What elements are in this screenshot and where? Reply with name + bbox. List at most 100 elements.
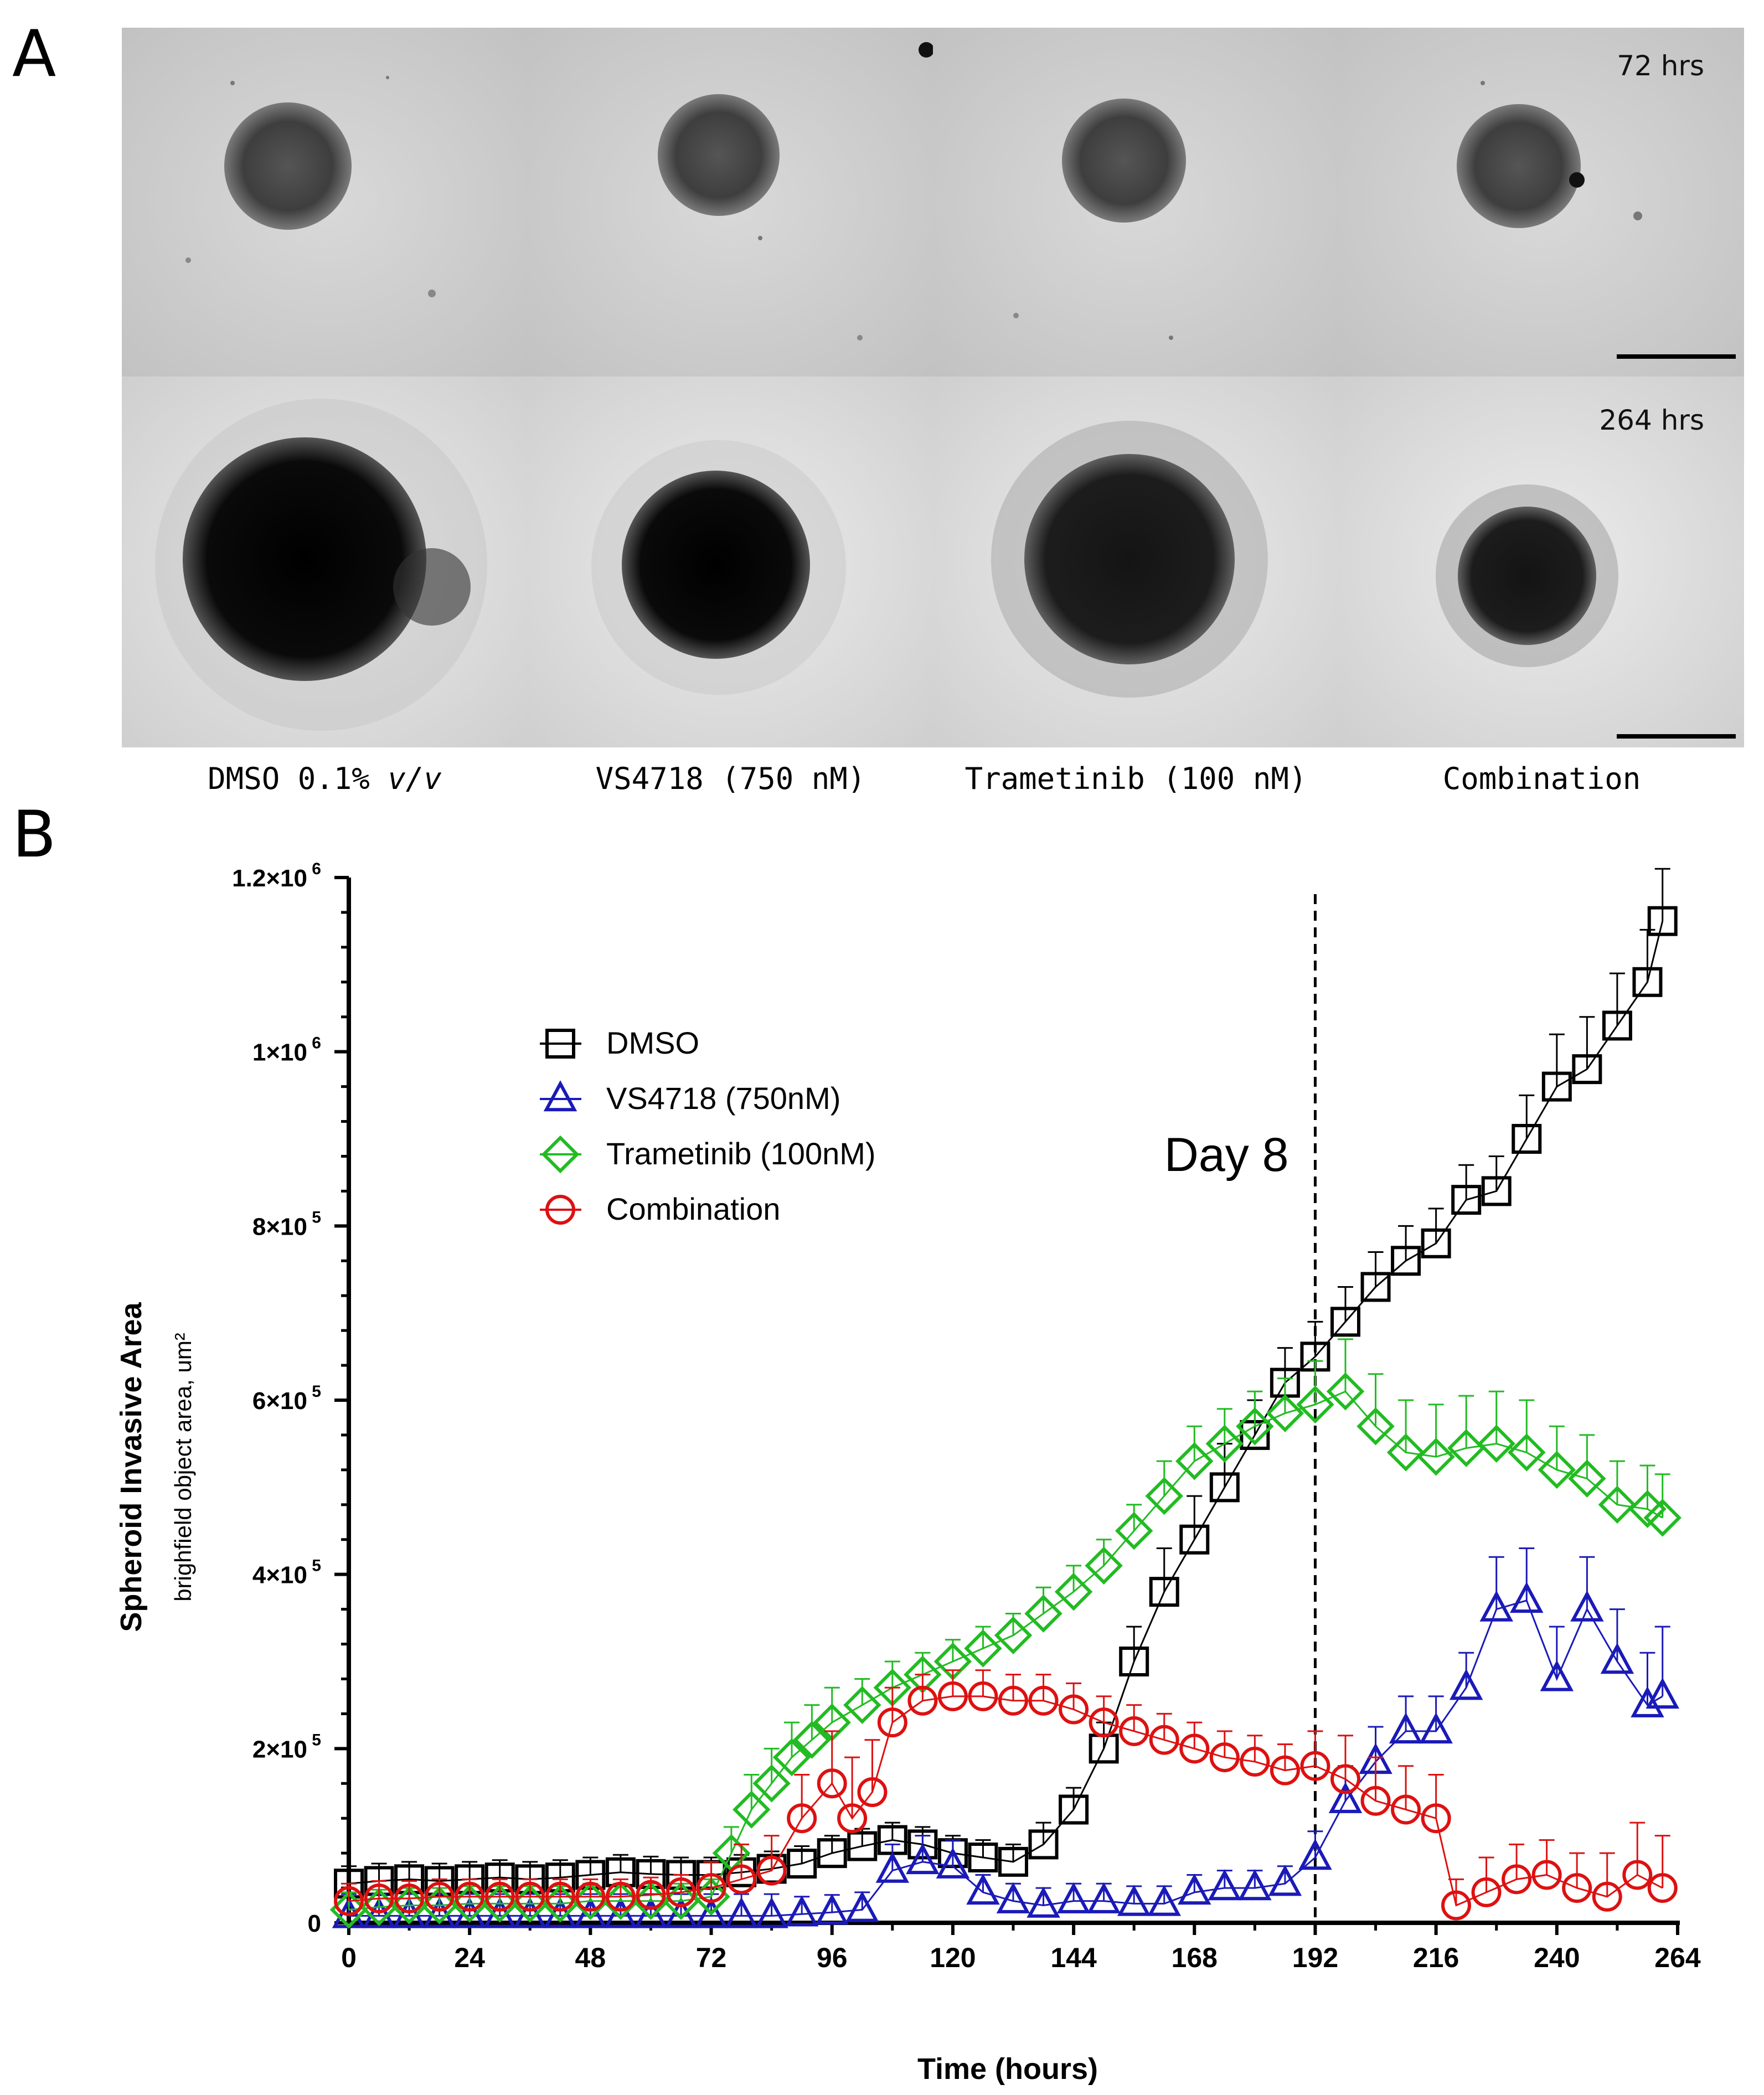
data-point <box>1449 1669 1483 1700</box>
data-point <box>1238 1869 1272 1901</box>
data-point <box>787 1849 817 1879</box>
data-point <box>1447 1429 1486 1467</box>
scale-bar-top <box>1617 354 1736 359</box>
data-point <box>1149 1577 1179 1607</box>
data-point <box>1270 1755 1300 1786</box>
x-tick-label: 72 <box>696 1942 727 1973</box>
scale-bar-bottom <box>1617 734 1736 739</box>
series-line <box>348 1390 1663 1911</box>
data-point <box>726 1864 757 1895</box>
data-point <box>1632 967 1663 997</box>
data-point <box>1568 1459 1606 1498</box>
data-point <box>793 1721 831 1759</box>
data-point <box>1298 1839 1332 1870</box>
data-point <box>1268 1865 1302 1896</box>
micrograph-vs4718-264h <box>528 376 933 747</box>
data-point <box>1054 1572 1093 1611</box>
data-point <box>1356 1407 1395 1446</box>
data-point <box>420 1886 458 1924</box>
data-point <box>1598 1485 1637 1524</box>
condition-label-trametinib: Trametinib (100 nM) <box>964 761 1307 796</box>
legend-label: Trametinib (100nM) <box>606 1136 876 1171</box>
data-point <box>329 1891 368 1929</box>
data-point <box>1028 1829 1059 1860</box>
micrograph-combination-72h <box>1339 28 1744 376</box>
data-point <box>1179 1524 1210 1555</box>
data-point <box>481 1885 519 1923</box>
data-point <box>604 1897 638 1928</box>
data-point <box>817 1768 847 1799</box>
data-point <box>424 1881 455 1912</box>
data-point <box>1477 1425 1515 1463</box>
data-point <box>752 1764 791 1803</box>
data-point <box>574 1897 607 1928</box>
day8-label: Day 8 <box>1164 1128 1289 1181</box>
data-point <box>1117 1885 1151 1916</box>
y-tick-label: 8×10 5 <box>252 1208 321 1240</box>
data-point <box>1028 1685 1059 1716</box>
data-point <box>875 1851 910 1883</box>
data-point <box>362 1897 396 1928</box>
microscopy-grid: 72 hrs 264 hrs <box>122 28 1744 747</box>
data-point <box>575 1881 606 1912</box>
micrograph-dmso-264h <box>122 376 528 747</box>
data-point <box>1089 1707 1119 1738</box>
data-point <box>636 1880 666 1910</box>
data-point <box>1085 1546 1123 1585</box>
data-point <box>694 1897 728 1928</box>
data-point <box>1330 1764 1360 1794</box>
series-vs4718-750nm- <box>332 1547 1679 1928</box>
data-point <box>1646 1678 1679 1709</box>
data-point <box>877 1707 907 1738</box>
data-point <box>1540 1660 1574 1691</box>
data-point <box>484 1881 515 1912</box>
data-point <box>1510 1581 1544 1613</box>
micrograph-vs4718-72h <box>528 28 933 376</box>
data-point <box>785 1895 819 1927</box>
data-point <box>1119 1716 1149 1746</box>
data-point <box>733 1790 771 1829</box>
legend-marker <box>541 1135 580 1174</box>
data-point <box>1360 1786 1391 1816</box>
legend-label: VS4718 (750nM) <box>606 1081 840 1116</box>
data-point <box>968 1843 998 1872</box>
x-tick-label: 216 <box>1413 1942 1459 1973</box>
y-tick-label: 1.2×10 6 <box>232 860 321 892</box>
data-point <box>1391 1246 1421 1276</box>
legend-marker <box>543 1080 577 1112</box>
x-tick-label: 120 <box>930 1942 976 1973</box>
data-point <box>772 1738 811 1777</box>
data-point <box>1600 1643 1634 1674</box>
data-point <box>996 1882 1030 1913</box>
data-point <box>1056 1882 1091 1913</box>
data-point <box>1417 1438 1455 1476</box>
data-point <box>1328 1782 1363 1813</box>
data-point <box>724 1897 759 1928</box>
time-label-72h: 72 hrs <box>1617 50 1704 82</box>
data-point <box>1602 1010 1632 1041</box>
data-point <box>843 1686 881 1724</box>
data-point <box>1502 1864 1532 1895</box>
data-point <box>1205 1425 1244 1463</box>
data-point <box>450 1885 489 1923</box>
data-point <box>1391 1794 1421 1825</box>
data-point <box>1419 1712 1453 1744</box>
data-point <box>1330 1307 1360 1337</box>
data-point <box>1147 1885 1181 1916</box>
series-trametinib-100nm- <box>329 1338 1682 1929</box>
data-point <box>515 1881 545 1912</box>
data-point <box>545 1881 575 1912</box>
y-tick-label: 6×10 5 <box>252 1382 321 1415</box>
data-point <box>541 1885 580 1923</box>
data-point <box>1481 1176 1512 1206</box>
x-tick-label: 168 <box>1172 1942 1218 1973</box>
x-tick-label: 48 <box>575 1942 606 1973</box>
data-point <box>1512 1124 1542 1154</box>
data-point <box>664 1897 698 1928</box>
data-point <box>1326 1372 1365 1411</box>
data-point <box>634 1897 668 1928</box>
data-point <box>847 1831 878 1861</box>
legend-label: Combination <box>606 1191 780 1226</box>
data-point <box>1631 1686 1664 1717</box>
data-point <box>1471 1877 1502 1907</box>
